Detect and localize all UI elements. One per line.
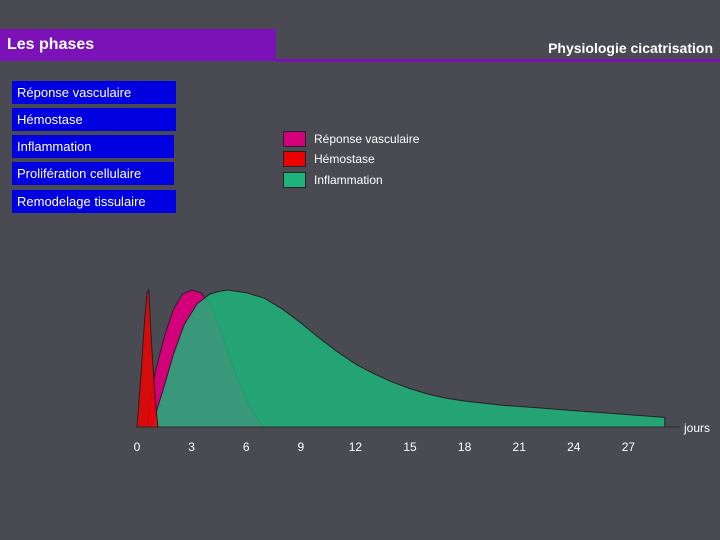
- x-tick-label: 27: [622, 440, 636, 454]
- x-tick-label: 3: [188, 440, 195, 454]
- phase-proliferation: Prolifération cellulaire: [12, 162, 174, 185]
- legend-swatch-hemostasis: [283, 151, 306, 167]
- x-tick-label: 24: [567, 440, 581, 454]
- x-tick-label: 21: [513, 440, 527, 454]
- x-tick-label: 6: [243, 440, 250, 454]
- phase-hemostasis: Hémostase: [12, 108, 176, 131]
- area-hemostase: [136, 288, 159, 428]
- legend-swatch-vascular-response: [283, 131, 306, 147]
- phase-inflammation: Inflammation: [12, 135, 174, 158]
- x-tick-label: 18: [458, 440, 472, 454]
- x-tick-label: 0: [134, 440, 141, 454]
- x-tick-label: 12: [349, 440, 363, 454]
- legend-label-vascular-response: Réponse vasculaire: [314, 132, 420, 146]
- x-tick-label: 9: [297, 440, 304, 454]
- page-title: Les phases: [7, 36, 95, 53]
- x-axis-label: jours: [683, 421, 710, 435]
- legend-label-hemostasis: Hémostase: [314, 152, 375, 166]
- page-subtitle: Physiologie cicatrisation: [548, 40, 713, 56]
- phase-remodeling: Remodelage tissulaire: [12, 190, 176, 213]
- x-tick-label: 15: [403, 440, 417, 454]
- phase-vascular-response: Réponse vasculaire: [12, 81, 176, 104]
- subtitle-bar: Physiologie cicatrisation: [276, 29, 720, 61]
- legend-label-inflammation: Inflammation: [314, 173, 383, 187]
- legend-swatch-inflammation: [283, 172, 306, 188]
- title-bar: Les phases: [0, 29, 276, 61]
- area-inflammation: [150, 289, 666, 428]
- header-underline: [276, 59, 720, 62]
